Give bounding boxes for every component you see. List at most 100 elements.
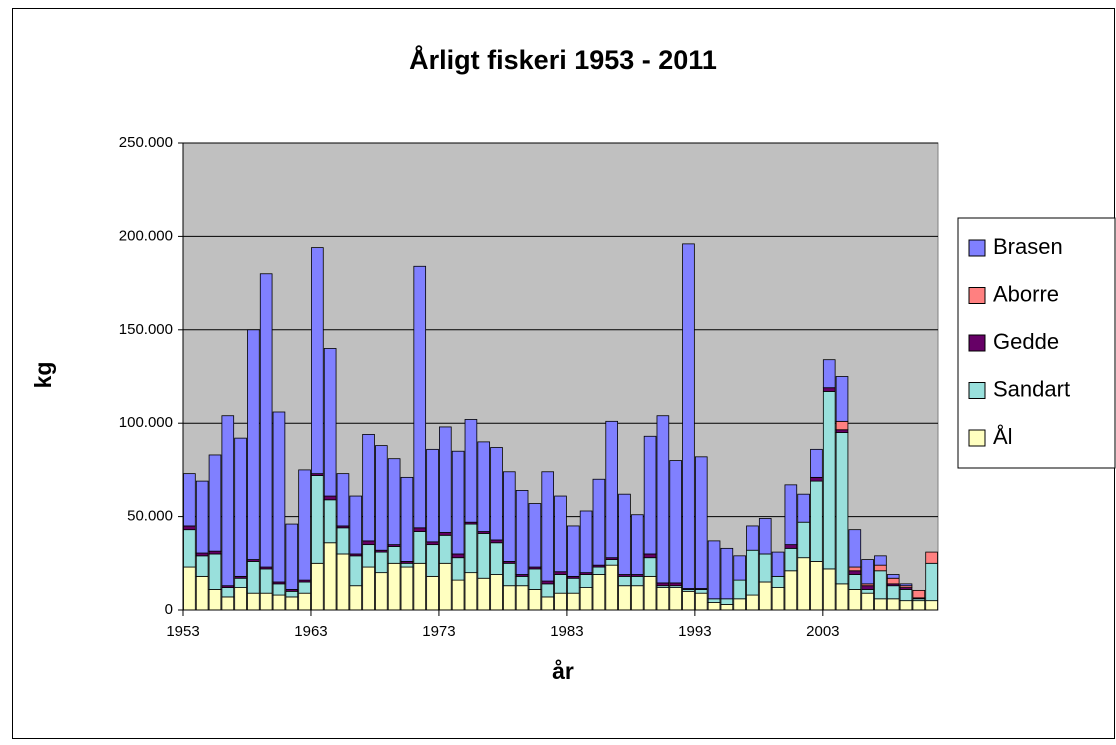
bar-segment bbox=[874, 555, 887, 566]
bar-segment bbox=[810, 476, 823, 482]
y-tick-label: 250.000 bbox=[119, 134, 173, 151]
bar-segment bbox=[925, 562, 938, 602]
bar-segment bbox=[336, 527, 350, 555]
bar-segment bbox=[387, 562, 401, 611]
bar-segment bbox=[618, 585, 631, 611]
bar-segment bbox=[874, 598, 887, 611]
bar-segment bbox=[746, 525, 759, 551]
bar-segment bbox=[554, 592, 567, 611]
bar-segment bbox=[720, 547, 734, 600]
bar-segment bbox=[886, 574, 900, 579]
bar-segment bbox=[912, 600, 926, 611]
bar-segment bbox=[247, 592, 260, 611]
bar-segment bbox=[656, 582, 670, 587]
bar-segment bbox=[208, 589, 222, 611]
bar-segment bbox=[630, 585, 644, 611]
bar-segment bbox=[605, 559, 618, 566]
bar-segment bbox=[528, 503, 542, 568]
bar-segment bbox=[848, 574, 862, 590]
bar-segment bbox=[387, 546, 401, 564]
bar-segment bbox=[758, 518, 772, 555]
bar-segment bbox=[605, 420, 618, 559]
chart-title: Årligt fiskeri 1953 - 2011 bbox=[409, 44, 717, 75]
bar-segment bbox=[451, 579, 465, 611]
bar-segment bbox=[899, 583, 913, 587]
bar-segment bbox=[439, 426, 452, 533]
bar-segment bbox=[694, 456, 708, 589]
bar-segment bbox=[439, 532, 452, 536]
bar-segment bbox=[605, 564, 618, 611]
bar-segment bbox=[618, 575, 631, 587]
y-tick-label: 100.000 bbox=[119, 414, 173, 431]
bar-segment bbox=[259, 592, 273, 611]
bar-segment bbox=[835, 429, 849, 433]
bar-segment bbox=[746, 549, 759, 596]
bar-segment bbox=[579, 574, 593, 588]
bar-segment bbox=[528, 589, 542, 611]
bar-segment bbox=[912, 589, 926, 599]
bar-segment bbox=[554, 571, 567, 575]
bar-segment bbox=[515, 585, 529, 611]
y-tick-label: 200.000 bbox=[119, 227, 173, 244]
bar-segment bbox=[272, 411, 286, 583]
bar-segment bbox=[694, 592, 708, 611]
bar-segment bbox=[643, 553, 657, 559]
legend-swatch bbox=[968, 429, 986, 447]
bar-segment bbox=[822, 568, 836, 611]
bar-segment bbox=[477, 577, 491, 611]
legend-label: Sandart bbox=[993, 376, 1070, 401]
bar-segment bbox=[771, 551, 785, 577]
bar-segment bbox=[566, 525, 580, 577]
bar-segment bbox=[311, 247, 324, 475]
bar-segment bbox=[784, 570, 798, 611]
bar-segment bbox=[861, 592, 874, 611]
bar-segment bbox=[451, 450, 465, 555]
bar-segment bbox=[579, 587, 593, 611]
bar-segment bbox=[630, 575, 644, 587]
bar-segment bbox=[298, 581, 311, 594]
bar-segment bbox=[336, 473, 350, 527]
bar-segment bbox=[515, 575, 529, 587]
bar-segment bbox=[400, 562, 414, 568]
bar-segment bbox=[477, 441, 491, 532]
bar-segment bbox=[784, 484, 798, 546]
bar-segment bbox=[733, 579, 746, 600]
bar-segment bbox=[682, 243, 695, 589]
bar-segment bbox=[797, 557, 810, 611]
x-tick-label: 1983 bbox=[550, 623, 583, 640]
bar-segment bbox=[784, 544, 798, 549]
bar-segment bbox=[771, 575, 785, 588]
bar-segment bbox=[298, 592, 311, 611]
bar-segment bbox=[234, 437, 247, 577]
bar-segment bbox=[874, 570, 887, 600]
bar-segment bbox=[784, 547, 798, 572]
bar-segment bbox=[899, 589, 913, 602]
bar-segment bbox=[707, 602, 721, 611]
bar-segment bbox=[733, 555, 746, 581]
x-tick-label: 1953 bbox=[166, 623, 199, 640]
bar-segment bbox=[822, 391, 836, 570]
bar-segment bbox=[426, 448, 439, 543]
bar-segment bbox=[272, 583, 286, 596]
bar-segment bbox=[298, 469, 311, 581]
bar-segment bbox=[746, 594, 759, 611]
bar-segment bbox=[720, 598, 734, 605]
bar-segment bbox=[439, 562, 452, 611]
bar-segment bbox=[886, 585, 900, 600]
bar-segment bbox=[835, 583, 849, 611]
bar-segment bbox=[195, 555, 209, 577]
bar-segment bbox=[848, 529, 862, 568]
bar-segment bbox=[848, 566, 862, 572]
bar-segment bbox=[848, 570, 862, 575]
bar-segment bbox=[810, 448, 823, 478]
bar-segment bbox=[413, 265, 427, 529]
bar-segment bbox=[822, 387, 836, 392]
bar-segment bbox=[515, 490, 529, 575]
legend-swatch bbox=[968, 382, 986, 399]
bar-segment bbox=[400, 566, 414, 611]
legend-label: Brasen bbox=[993, 234, 1063, 259]
bar-segment bbox=[758, 581, 772, 611]
bar-segment bbox=[323, 495, 337, 501]
bar-segment bbox=[375, 551, 388, 574]
